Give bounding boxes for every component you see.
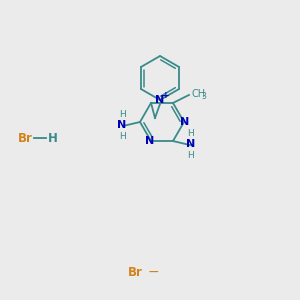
Text: H: H: [188, 129, 194, 138]
Text: N: N: [117, 120, 127, 130]
Text: CH: CH: [191, 89, 205, 99]
Text: H: H: [118, 132, 125, 141]
Text: N: N: [155, 95, 165, 105]
Text: N: N: [186, 139, 196, 149]
Text: Br: Br: [128, 266, 143, 278]
Text: N: N: [146, 136, 154, 146]
Text: +: +: [162, 91, 170, 100]
Text: −: −: [148, 265, 160, 279]
Text: Br: Br: [18, 131, 33, 145]
Text: 3: 3: [201, 92, 206, 101]
Text: H: H: [48, 131, 58, 145]
Text: N: N: [180, 117, 190, 127]
Text: H: H: [118, 110, 125, 119]
Text: H: H: [188, 151, 194, 160]
